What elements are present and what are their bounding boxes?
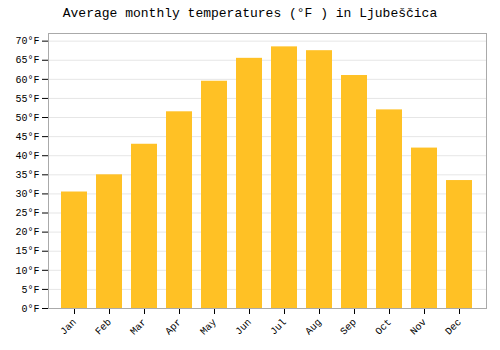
svg-text:15°F: 15°F xyxy=(15,246,39,257)
svg-text:25°F: 25°F xyxy=(15,208,39,219)
svg-text:10°F: 10°F xyxy=(15,266,39,277)
svg-text:65°F: 65°F xyxy=(15,55,39,66)
svg-text:Jun: Jun xyxy=(233,317,254,338)
svg-text:45°F: 45°F xyxy=(15,132,39,143)
svg-text:May: May xyxy=(198,317,219,338)
svg-text:50°F: 50°F xyxy=(15,113,39,124)
svg-text:Jan: Jan xyxy=(58,317,79,338)
svg-text:40°F: 40°F xyxy=(15,151,39,162)
svg-text:Feb: Feb xyxy=(93,317,114,338)
svg-text:Aug: Aug xyxy=(303,317,324,338)
svg-text:Apr: Apr xyxy=(163,317,184,338)
html-text:Average monthly temperatures (: Average monthly temperatures (°F ) in Lj… xyxy=(62,6,438,21)
svg-text:30°F: 30°F xyxy=(15,189,39,200)
svg-text:60°F: 60°F xyxy=(15,75,39,86)
svg-text:Mar: Mar xyxy=(128,317,149,338)
svg-text:55°F: 55°F xyxy=(15,94,39,105)
svg-text:Nov: Nov xyxy=(408,317,429,338)
svg-text:Oct: Oct xyxy=(373,317,394,338)
svg-text:35°F: 35°F xyxy=(15,170,39,181)
svg-text:0°F: 0°F xyxy=(21,304,39,315)
svg-text:Sep: Sep xyxy=(338,317,359,338)
svg-text:Jul: Jul xyxy=(268,317,289,338)
svg-text:5°F: 5°F xyxy=(21,285,39,296)
svg-text:70°F: 70°F xyxy=(15,36,39,47)
svg-text:Dec: Dec xyxy=(443,317,464,338)
svg-text:20°F: 20°F xyxy=(15,227,39,238)
